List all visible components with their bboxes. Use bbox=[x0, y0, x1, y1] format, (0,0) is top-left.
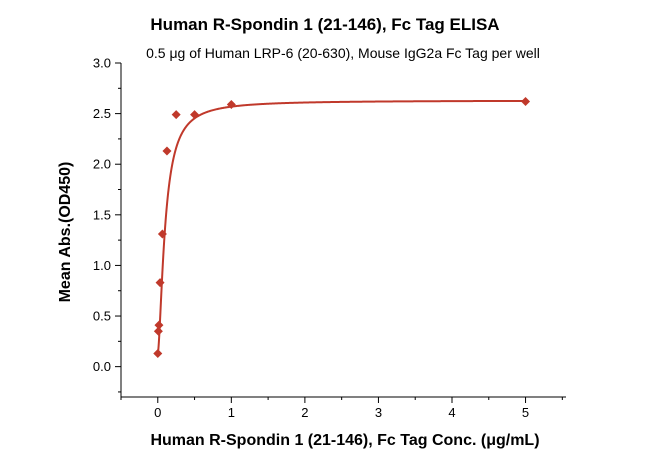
y-tick-label: 2.0 bbox=[93, 157, 111, 172]
chart-axes bbox=[120, 63, 566, 398]
y-tick-label: 0.0 bbox=[93, 359, 111, 374]
data-point bbox=[154, 320, 164, 330]
y-axis-title: Mean Abs.(OD450) bbox=[57, 162, 74, 303]
data-point bbox=[521, 96, 531, 106]
fit-curve bbox=[156, 99, 526, 355]
data-point bbox=[162, 146, 172, 156]
data-point bbox=[153, 348, 163, 358]
x-tick-label: 0 bbox=[154, 405, 161, 420]
data-points-layer bbox=[153, 96, 531, 358]
chart-title: Human R-Spondin 1 (21-146), Fc Tag ELISA bbox=[150, 15, 499, 34]
y-tick-label: 0.5 bbox=[93, 309, 111, 324]
y-tick-label: 1.5 bbox=[93, 207, 111, 222]
x-tick-label: 4 bbox=[448, 405, 455, 420]
data-point bbox=[155, 278, 165, 288]
y-axis-ticks: 0.0 0.5 1.0 1.5 2.0 2.5 3.0 bbox=[93, 56, 121, 393]
data-point bbox=[226, 99, 236, 109]
x-tick-label: 3 bbox=[375, 405, 382, 420]
data-point bbox=[190, 110, 200, 120]
x-tick-label: 2 bbox=[301, 405, 308, 420]
y-tick-label: 3.0 bbox=[93, 56, 111, 71]
data-point bbox=[171, 110, 181, 120]
y-tick-label: 2.5 bbox=[93, 106, 111, 121]
y-tick-label: 1.0 bbox=[93, 258, 111, 273]
data-point bbox=[157, 229, 167, 239]
x-axis-title: Human R-Spondin 1 (21-146), Fc Tag Conc.… bbox=[150, 432, 539, 449]
x-tick-label: 5 bbox=[522, 405, 529, 420]
x-axis-ticks: 0 1 2 3 4 5 bbox=[120, 397, 563, 420]
data-point bbox=[153, 326, 163, 336]
chart-subtitle: 0.5 μg of Human LRP-6 (20-630), Mouse Ig… bbox=[146, 45, 540, 61]
fit-curve-layer bbox=[156, 99, 526, 355]
x-tick-label: 1 bbox=[228, 405, 235, 420]
